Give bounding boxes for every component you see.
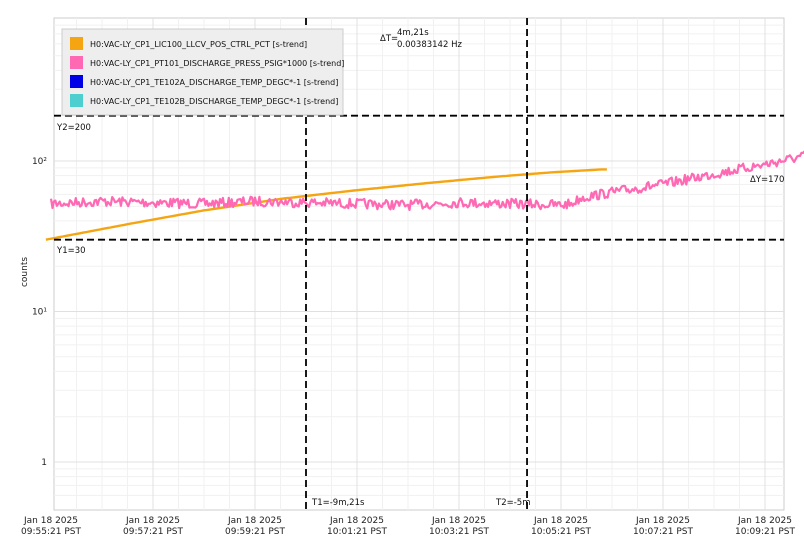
x-tick-label: Jan 18 2025: [737, 516, 792, 526]
x-tick-label: 10:03:21 PST: [429, 527, 489, 537]
legend: H0:VAC-LY_CP1_LIC100_LLCV_POS_CTRL_PCT […: [61, 28, 344, 116]
t2-label: T2=-5m: [495, 498, 530, 508]
legend-box: [61, 28, 344, 116]
legend-entry: H0:VAC-LY_CP1_TE102B_DISCHARGE_TEMP_DEGC…: [90, 97, 338, 106]
series-line-0: [45, 168, 607, 241]
series-line-1: [49, 150, 804, 211]
legend-swatch: [70, 94, 83, 107]
legend-swatch: [70, 37, 83, 50]
x-tick-label: Jan 18 2025: [227, 516, 282, 526]
series-layer: [45, 150, 804, 241]
legend-entry: H0:VAC-LY_CP1_TE102A_DISCHARGE_TEMP_DEGC…: [90, 78, 338, 87]
delta-t-label: ΔT=: [380, 34, 398, 44]
x-tick-label: 09:59:21 PST: [225, 527, 285, 537]
x-tick-label: 09:55:21 PST: [21, 527, 81, 537]
delta-y-label: ΔY=170: [750, 175, 784, 185]
legend-entry: H0:VAC-LY_CP1_LIC100_LLCV_POS_CTRL_PCT […: [90, 40, 307, 49]
x-tick-label: Jan 18 2025: [533, 516, 588, 526]
legend-swatch: [70, 75, 83, 88]
y-axis-label: counts: [20, 257, 30, 287]
delta-t-value: 4m,21s: [397, 28, 429, 38]
y-tick-label: 10²: [32, 157, 47, 167]
x-tick-label: Jan 18 2025: [635, 516, 690, 526]
t1-label: T1=-9m,21s: [311, 498, 365, 508]
x-tick-label: 10:01:21 PST: [327, 527, 387, 537]
x-tick-label: 10:09:21 PST: [735, 527, 795, 537]
y-tick-label: 10¹: [32, 308, 47, 318]
x-tick-label: Jan 18 2025: [125, 516, 180, 526]
legend-swatch: [70, 56, 83, 69]
x-tick-label: 10:05:21 PST: [531, 527, 591, 537]
y-tick-label: 1: [41, 458, 47, 468]
x-tick-label: 09:57:21 PST: [123, 527, 183, 537]
legend-entry: H0:VAC-LY_CP1_PT101_DISCHARGE_PRESS_PSIG…: [90, 59, 344, 68]
y2-label: Y2=200: [56, 123, 91, 133]
y1-label: Y1=30: [56, 246, 86, 256]
x-tick-label: Jan 18 2025: [431, 516, 486, 526]
x-tick-label: Jan 18 2025: [23, 516, 78, 526]
delta-f-value: 0.00383142 Hz: [397, 40, 462, 50]
x-tick-label: Jan 18 2025: [329, 516, 384, 526]
x-tick-label: 10:07:21 PST: [633, 527, 693, 537]
